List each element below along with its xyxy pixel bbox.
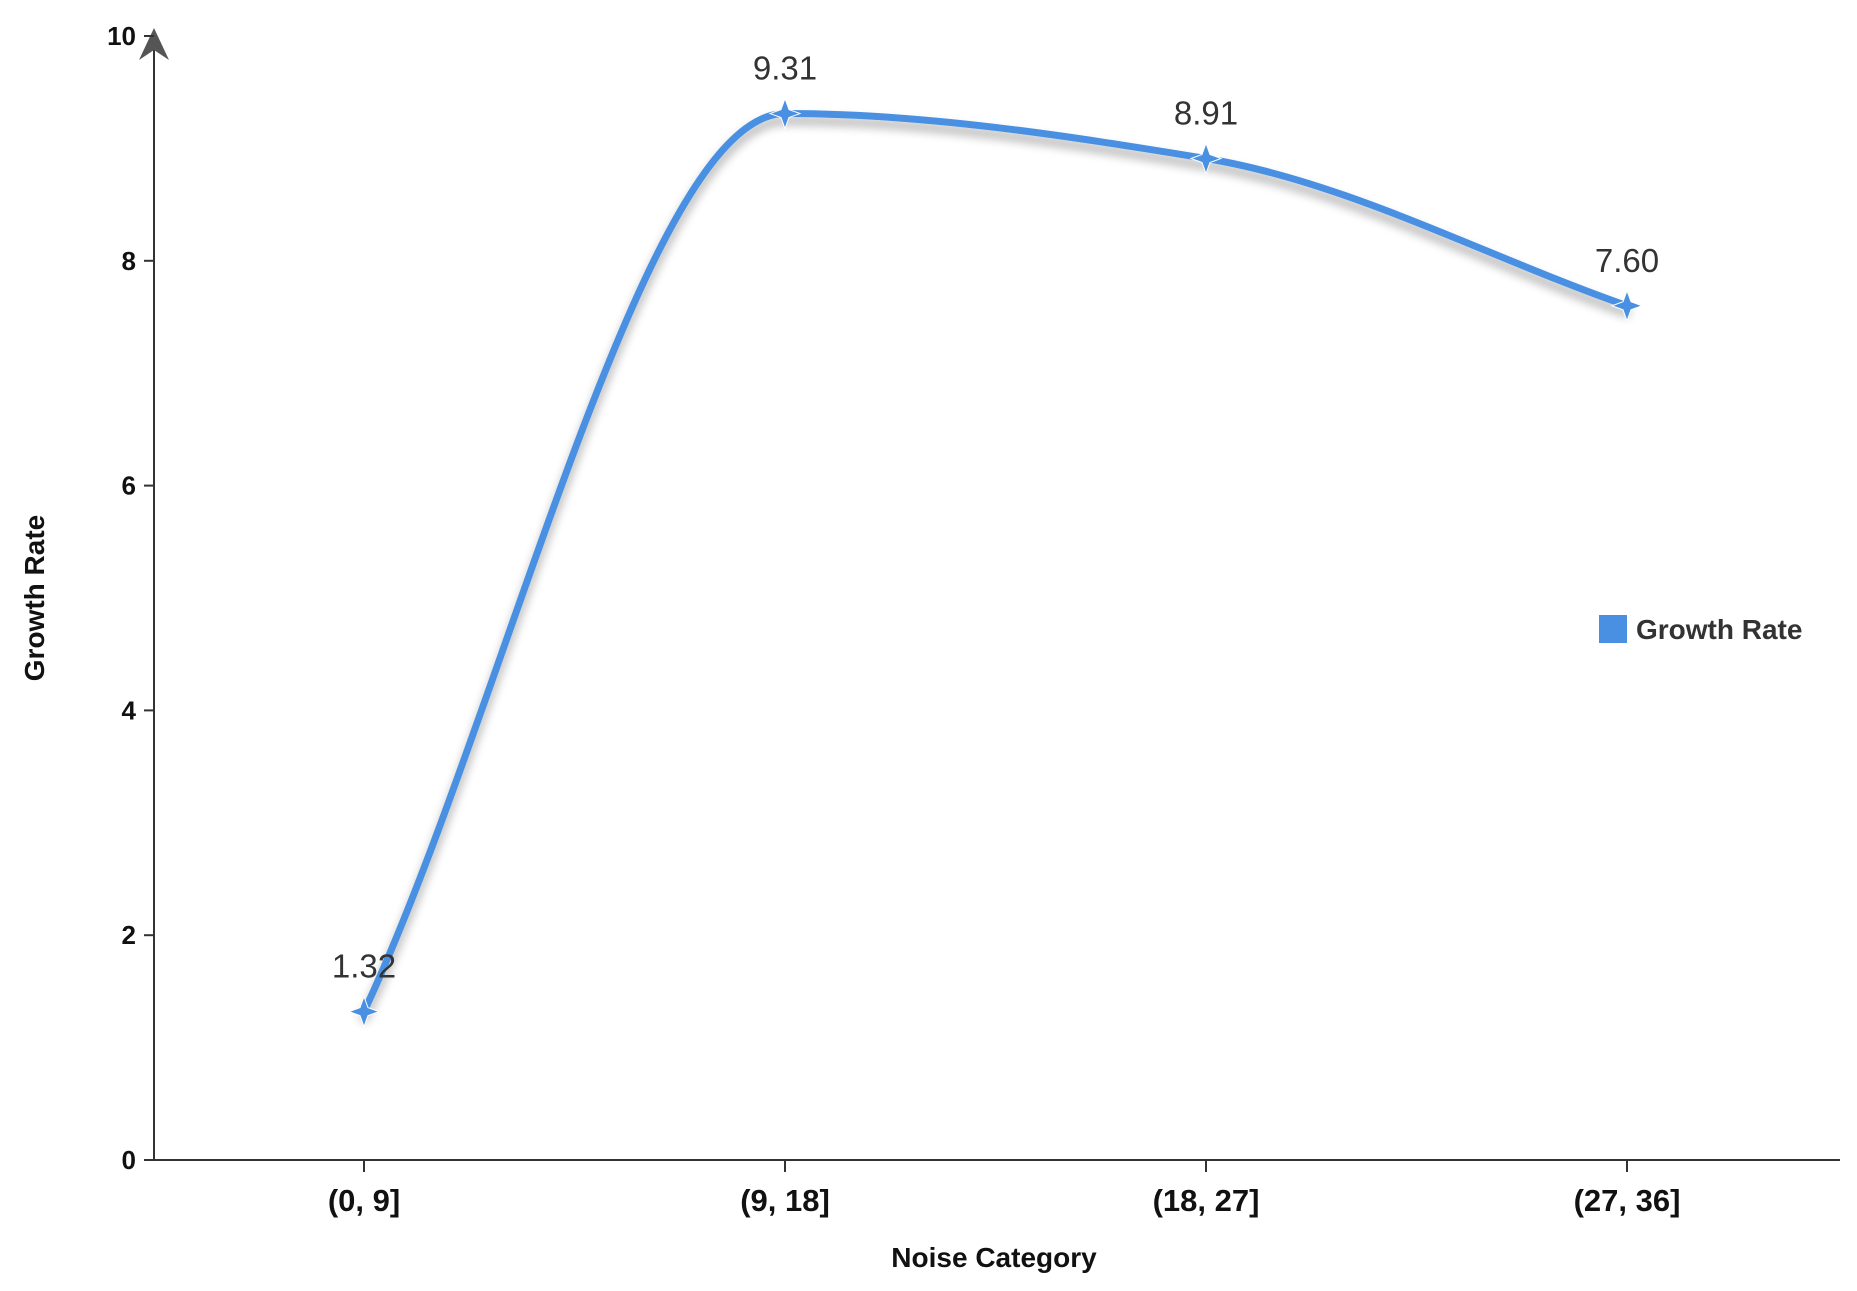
x-tick-label: (27, 36] (1574, 1183, 1681, 1218)
data-label: 8.91 (1174, 95, 1238, 132)
x-tick-label: (18, 27] (1153, 1183, 1260, 1218)
data-label: 1.32 (332, 948, 396, 985)
x-tick-label: (9, 18] (740, 1183, 830, 1218)
data-point-marker[interactable] (1610, 289, 1644, 323)
y-axis-title: Growth Rate (19, 515, 50, 681)
plot-area: 1.32 9.31 8.91 7.60 (332, 50, 1659, 1029)
data-point-marker[interactable] (768, 97, 802, 131)
x-tick-label: (0, 9] (328, 1183, 400, 1218)
y-tick-label: 8 (122, 246, 136, 276)
y-tick-label: 0 (122, 1145, 136, 1175)
y-tick-label: 6 (122, 471, 136, 501)
y-axis-arrow-icon (139, 28, 169, 60)
series-line-growth-rate (360, 110, 1631, 1016)
data-label: 7.60 (1595, 242, 1659, 279)
y-tick-label: 2 (122, 920, 136, 950)
y-axis: 0 2 4 6 8 10 (107, 21, 169, 1175)
data-label: 9.31 (753, 50, 817, 87)
x-axis-title: Noise Category (891, 1242, 1097, 1273)
legend-label: Growth Rate (1636, 614, 1802, 645)
y-tick-label: 10 (107, 21, 136, 51)
data-point-marker[interactable] (1189, 142, 1223, 175)
data-point-marker[interactable] (347, 995, 381, 1029)
y-tick-label: 4 (122, 695, 137, 725)
legend-swatch (1599, 615, 1627, 643)
legend: Growth Rate (1599, 614, 1802, 645)
x-axis: (0, 9] (9, 18] (18, 27] (27, 36] (144, 1159, 1840, 1218)
